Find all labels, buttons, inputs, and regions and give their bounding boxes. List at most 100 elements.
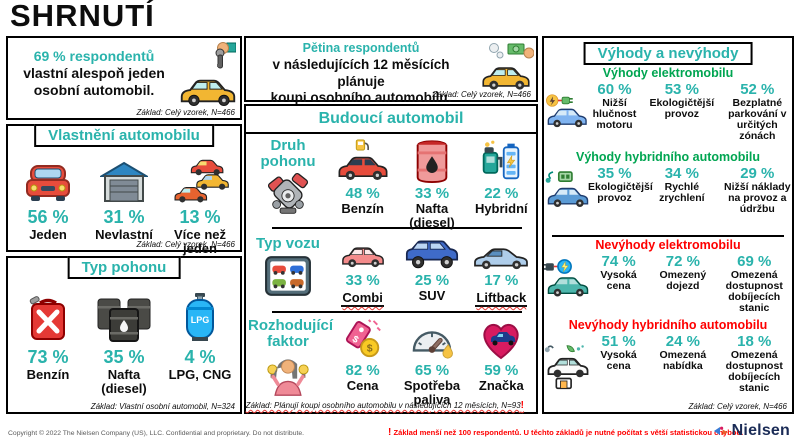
page-title: SHRNUTÍ: [10, 0, 155, 33]
row-rozhodujici-faktor: Rozhodující faktor: [246, 314, 536, 406]
stat-item-spotreba: 65 % Spotřeba paliva: [398, 318, 467, 406]
stat-label: Nevlastní: [95, 227, 153, 242]
section-heading: Nevýhody hybridního automobilu: [568, 318, 768, 332]
stat-label: Ekologičtější provoz: [588, 180, 653, 204]
electric-car-plug-icon: [544, 89, 590, 135]
stat-label: Cena: [346, 378, 379, 393]
stat-item-lpg: LPG 4 % LPG, CNG: [162, 286, 237, 395]
stat-label: Nižší náklady na provoz a údržbu: [724, 180, 791, 215]
stat-item-znacka: 59 % Značka: [467, 318, 536, 406]
red-car-front-icon: [10, 154, 85, 204]
stat-label: Nafta (diesel): [409, 201, 455, 230]
stat-item: 34 % Rychlé zrychlení: [641, 165, 723, 204]
fuel-type-box-title: Typ pohonu: [67, 256, 181, 279]
stat-label: Omezená dostupnost dobíjecích stanic: [725, 268, 783, 314]
stat-label: Omezená nabídka: [659, 348, 707, 372]
hybrid-car-battery-icon: [544, 167, 590, 215]
row-label: Rozhodující faktor: [248, 317, 333, 350]
row-druh-pohonu: Druh pohonu: [246, 134, 536, 230]
stat-item-benzin: 73 % Benzín: [10, 286, 85, 395]
svg-text:$: $: [366, 342, 372, 354]
stat-value: 22 %: [484, 185, 519, 202]
stat-value: 60 %: [597, 80, 632, 98]
multiple-cars-icon: [162, 154, 237, 204]
ownership-summary-box: 69 % respondentů vlastní alespoň jeden o…: [6, 36, 242, 120]
stat-label: Značka: [478, 378, 524, 393]
base-note: Základ: Celý vzorek, N=466: [136, 240, 236, 249]
stat-value: 35 %: [597, 164, 632, 182]
jerry-can-icon: [10, 286, 85, 344]
stat-item: 69 % Omezená dostupnost dobíjecích stani…: [717, 253, 792, 314]
stat-item-vice: 13 % Více než jeden: [162, 154, 237, 255]
row-label: Druh pohonu: [260, 137, 316, 170]
stat-value: 82 %: [345, 362, 380, 379]
row-label: Typ vozu: [256, 235, 320, 252]
section-nevyhody-elektro: Nevýhody elektromobilu 74 % Vysoká cena: [544, 238, 792, 319]
stat-value: 52 %: [740, 80, 775, 98]
stat-label: Nižší hlučnost motoru: [592, 96, 637, 131]
base-note: Základ: Celý vzorek, N=466: [136, 108, 236, 117]
stat-value: 65 %: [414, 362, 450, 379]
stat-item-nevlastni: 31 % Nevlastní: [86, 154, 161, 255]
stat-label: Vysoká cena: [600, 268, 637, 292]
stat-label: Rychlé zrychlení: [659, 180, 705, 204]
purchase-summary-line2: v následujících 12 měsících plánuje: [272, 56, 450, 89]
copyright-text: Copyright © 2022 The Nielsen Company (US…: [8, 430, 305, 437]
stat-label: Benzín: [341, 201, 384, 216]
stat-item-jeden: 56 % Jeden: [10, 154, 85, 255]
stat-value: 33 %: [345, 272, 380, 289]
engine-icon: [252, 172, 324, 215]
nielsen-logo: Nielsen: [713, 422, 790, 440]
stat-item: 29 % Nižší náklady na provoz a údržbu: [723, 165, 792, 215]
stat-label: Ekologičtější provoz: [649, 96, 715, 120]
stat-item: 60 % Nižší hlučnost motoru: [588, 81, 641, 131]
fuel-gauge-icon: [398, 318, 467, 360]
stat-value: 51 %: [601, 332, 636, 350]
stat-value: 59 %: [484, 362, 519, 379]
stat-item: 72 % Omezený dojezd: [649, 253, 716, 292]
stat-item: 18 % Omezená dostupnost dobíjecích stani…: [717, 333, 792, 394]
suv-car-icon: [398, 234, 467, 270]
purchase-summary-box: Pětina respondentů v následujících 12 mě…: [244, 36, 538, 105]
stat-label: LPG, CNG: [168, 367, 232, 382]
stat-label: Omezený dojezd: [659, 268, 707, 292]
svg-text:$: $: [350, 334, 361, 347]
row-typ-vozu: Typ vozu: [246, 230, 536, 310]
warning-text: Základ menší než 100 respondentů. U těch…: [393, 428, 744, 437]
section-heading: Výhody elektromobilu: [602, 66, 734, 80]
stat-label: Nafta (diesel): [101, 367, 147, 396]
section-heading: Výhody hybridního automobilu: [575, 150, 761, 164]
stat-value: 69 %: [737, 252, 772, 270]
divider: [552, 235, 784, 237]
stat-item: 51 % Vysoká cena: [588, 333, 649, 372]
section-vyhody-elektro: Výhody elektromobilu 60 % Nižší hlučnost: [544, 66, 792, 151]
brand-heart-icon: [467, 318, 536, 360]
stat-label: SUV: [418, 288, 446, 303]
stat-value: 31 %: [103, 207, 145, 227]
stat-value: 73 %: [27, 347, 69, 367]
ownership-box-title: Vlastnění automobilu: [34, 124, 214, 147]
purchase-summary-highlight: Pětina respondentů: [302, 41, 420, 55]
liftback-car-icon: [467, 234, 536, 270]
stat-label: Benzín: [26, 367, 70, 382]
stat-label: Omezená dostupnost dobíjecích stanic: [725, 348, 783, 394]
pros-cons-box: Výhody a nevýhody Výhody elektromobilu: [542, 36, 794, 414]
hybrid-charger-icon: [467, 139, 536, 183]
stat-label: Spotřeba paliva: [403, 378, 461, 407]
purchase-summary-line3: koupi osobního automobilu.: [270, 90, 452, 106]
base-note-future: Základ: Plánují koupi osobního automobil…: [246, 400, 524, 411]
divider: [272, 227, 522, 229]
stat-value: 35 %: [103, 347, 145, 367]
electric-car-cord-icon: [544, 255, 590, 301]
stat-item: 24 % Omezená nabídka: [649, 333, 716, 372]
stat-label: Hybridní: [474, 201, 528, 216]
stat-item: 52 % Bezplatné parkování v určitých zóná…: [723, 81, 792, 142]
stat-item: 35 % Ekologičtější provoz: [588, 164, 653, 204]
stat-item: 53 % Ekologičtější provoz: [641, 81, 723, 120]
garage-icon: [86, 154, 161, 204]
nielsen-wordmark: Nielsen: [731, 422, 790, 439]
lpg-tank-icon: LPG: [162, 286, 237, 344]
stat-item-liftback: 17 % Liftback: [467, 234, 536, 307]
car-catalog-tablet-icon: [252, 255, 324, 297]
stat-value: 33 %: [414, 185, 450, 202]
